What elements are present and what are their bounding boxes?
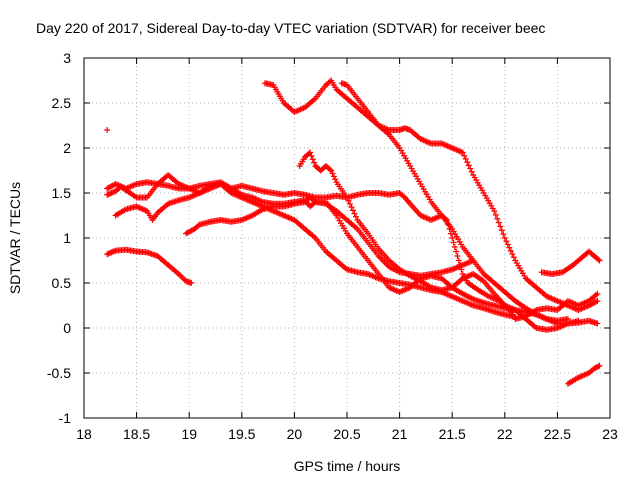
series-track-j xyxy=(538,248,603,277)
series-track-f xyxy=(183,194,601,327)
data-point xyxy=(454,253,461,259)
data-point xyxy=(307,149,314,156)
data-point xyxy=(461,152,468,159)
x-axis: 18 18.5 19 19.5 20 20.5 21 21.5 22 22.5 23 xyxy=(76,58,618,442)
data-point xyxy=(594,320,601,327)
x-tick-label: 23 xyxy=(602,426,618,442)
data-point xyxy=(503,238,510,245)
data-point xyxy=(595,363,602,370)
data-point xyxy=(311,159,318,166)
data-point xyxy=(504,241,511,248)
x-tick-label: 19.5 xyxy=(228,426,255,442)
data-point xyxy=(455,257,462,264)
data-point xyxy=(344,194,350,201)
x-tick-label: 20.5 xyxy=(333,426,360,442)
data-point xyxy=(332,176,339,183)
data-point xyxy=(593,364,600,371)
data-point xyxy=(104,127,111,133)
data-point xyxy=(188,280,195,286)
x-tick-label: 18.5 xyxy=(123,426,150,442)
x-tick-label: 22 xyxy=(497,426,513,442)
data-point xyxy=(453,248,460,255)
y-tick-label: 3 xyxy=(63,50,71,66)
y-axis-label: SDTVAR / TECUs xyxy=(7,182,23,294)
data-point xyxy=(498,227,505,234)
data-point xyxy=(512,314,519,321)
data-point xyxy=(509,251,516,258)
x-tick-label: 22.5 xyxy=(544,426,571,442)
data-point xyxy=(497,223,504,230)
x-tick-label: 21.5 xyxy=(439,426,466,442)
data-marks xyxy=(104,77,603,387)
data-point xyxy=(575,317,582,324)
data-point xyxy=(501,235,508,241)
data-point xyxy=(326,78,333,85)
data-point xyxy=(464,159,471,166)
data-point xyxy=(594,298,601,304)
data-point xyxy=(400,193,407,200)
data-point xyxy=(491,208,498,214)
x-tick-label: 19 xyxy=(181,426,197,442)
chart-title: Day 220 of 2017, Sidereal Day-to-day VTE… xyxy=(36,20,545,36)
series-track-b xyxy=(104,246,195,286)
data-point xyxy=(308,152,315,159)
data-point xyxy=(492,211,499,218)
data-point xyxy=(348,204,355,211)
data-point xyxy=(592,364,599,371)
data-point xyxy=(177,272,184,279)
data-point xyxy=(506,244,513,251)
x-tick-label: 21 xyxy=(392,426,408,442)
series-track-g xyxy=(296,149,582,333)
data-point xyxy=(596,362,603,369)
data-point xyxy=(311,197,318,204)
data-point xyxy=(450,239,457,246)
y-tick-label: 0 xyxy=(63,320,71,336)
y-tick-label: 0.5 xyxy=(52,275,72,291)
grid xyxy=(84,58,610,418)
data-point xyxy=(347,200,354,207)
y-tick-label: 1 xyxy=(63,230,71,246)
x-tick-label: 20 xyxy=(287,426,303,442)
data-point xyxy=(180,275,187,282)
data-point xyxy=(594,290,601,297)
y-axis: -1 -0.5 0 0.5 1 1.5 2 2.5 3 xyxy=(47,50,610,426)
data-point xyxy=(178,273,185,280)
y-tick-label: 2 xyxy=(63,140,71,156)
y-tick-label: -1 xyxy=(59,410,72,426)
x-tick-label: 18 xyxy=(76,426,92,442)
data-point xyxy=(350,207,357,214)
data-point xyxy=(329,170,336,177)
data-point xyxy=(449,235,456,241)
data-point xyxy=(326,166,333,173)
data-point xyxy=(500,231,507,238)
data-point xyxy=(468,168,475,175)
data-point xyxy=(353,213,360,220)
data-point xyxy=(330,173,337,180)
data-point xyxy=(595,256,602,263)
series-track-k xyxy=(564,362,603,387)
data-point xyxy=(591,365,598,372)
y-tick-label: 1.5 xyxy=(52,185,72,201)
data-point xyxy=(309,156,316,163)
data-point xyxy=(345,197,352,204)
data-point xyxy=(564,316,571,322)
data-point xyxy=(328,167,335,174)
data-point xyxy=(467,165,474,172)
data-point xyxy=(462,155,469,162)
y-tick-label: 2.5 xyxy=(52,95,72,111)
data-point xyxy=(510,254,517,261)
x-axis-label: GPS time / hours xyxy=(294,458,401,474)
data-point xyxy=(495,219,502,226)
data-point xyxy=(465,162,472,169)
data-point xyxy=(351,210,358,217)
data-point xyxy=(494,215,501,222)
data-point xyxy=(596,257,603,264)
y-tick-label: -0.5 xyxy=(47,365,71,381)
series-track-i xyxy=(338,80,571,324)
data-point xyxy=(507,247,514,254)
data-point xyxy=(451,244,458,250)
series-track-a xyxy=(104,127,111,133)
data-point xyxy=(459,149,466,156)
